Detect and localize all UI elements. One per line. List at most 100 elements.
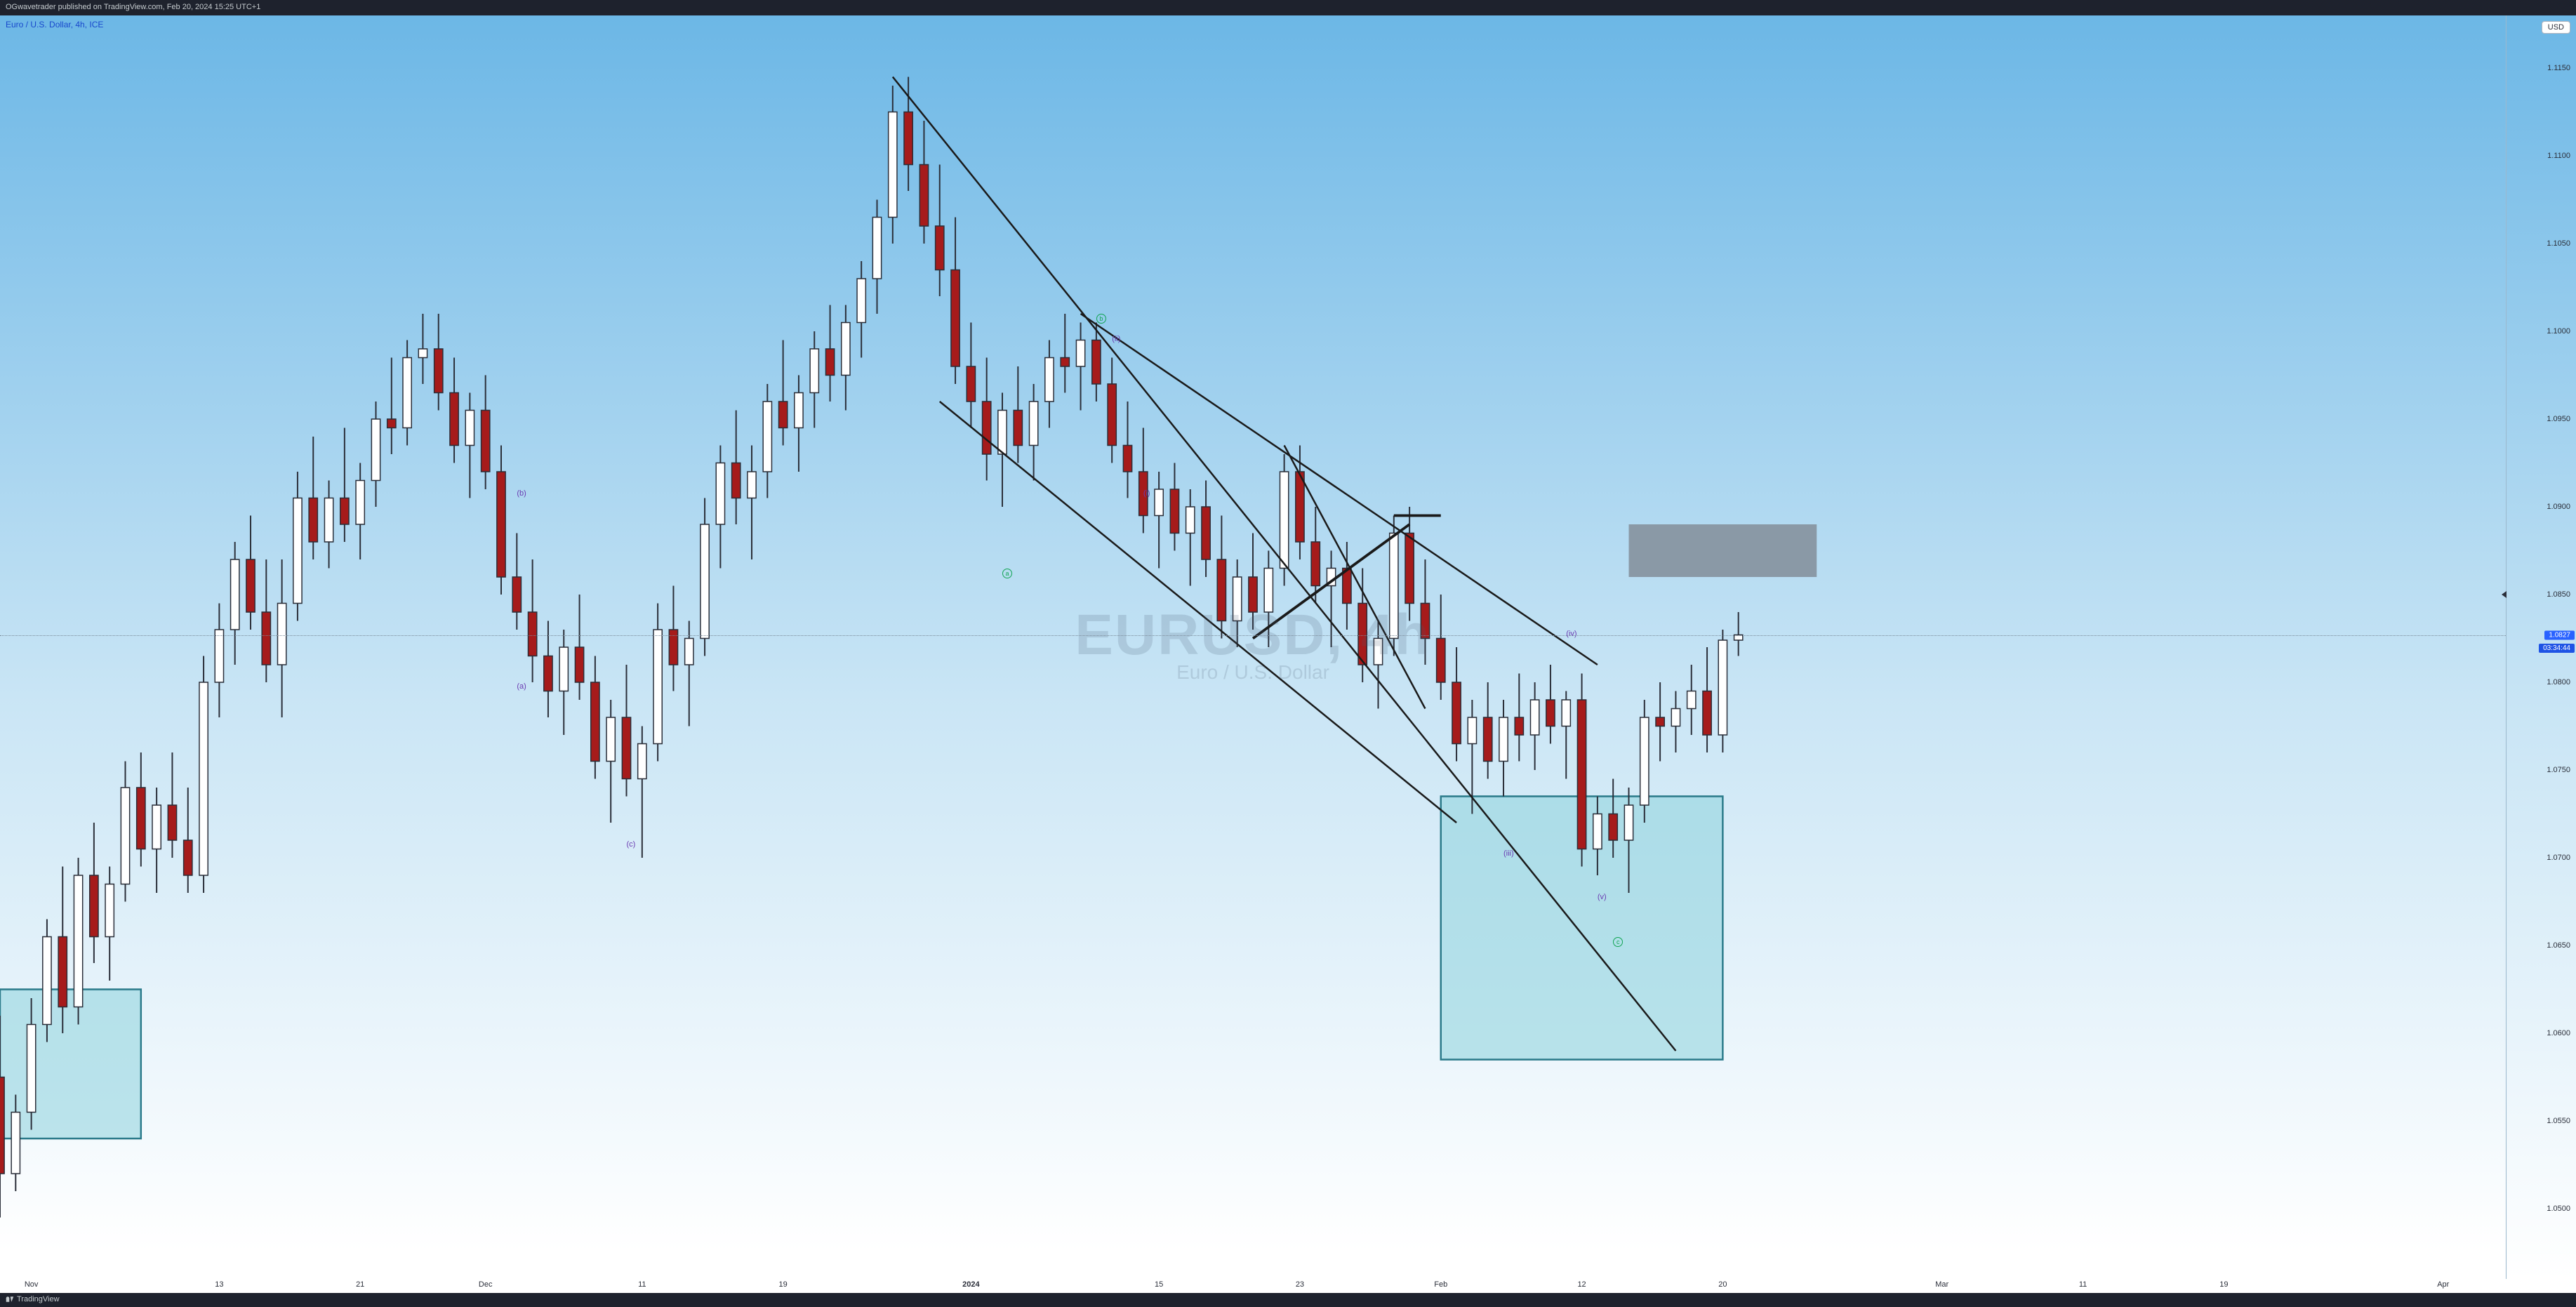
candle bbox=[1186, 507, 1195, 533]
candle bbox=[591, 682, 599, 762]
y-tick: 1.0700 bbox=[2547, 854, 2570, 862]
candle bbox=[1593, 814, 1602, 849]
candle bbox=[309, 498, 317, 542]
x-tick: 2024 bbox=[962, 1280, 979, 1289]
y-tick: 1.0750 bbox=[2547, 766, 2570, 774]
candle bbox=[1577, 700, 1586, 849]
symbol-info[interactable]: Euro / U.S. Dollar, 4h, ICE bbox=[6, 20, 103, 29]
candle bbox=[1061, 358, 1069, 367]
candle bbox=[951, 270, 960, 367]
candle bbox=[90, 875, 98, 937]
candle bbox=[215, 630, 223, 682]
wave-label[interactable]: (iv) bbox=[1566, 630, 1576, 638]
candle bbox=[1656, 717, 1664, 726]
wave-label[interactable]: (b) bbox=[517, 489, 526, 498]
currency-badge[interactable]: USD bbox=[2542, 21, 2570, 34]
candle bbox=[482, 411, 490, 472]
x-axis[interactable]: Nov1321Dec111920241523Feb1220Mar1119Apr bbox=[0, 1279, 2506, 1293]
candle bbox=[1155, 489, 1163, 516]
footer-bar: TradingView bbox=[0, 1293, 2576, 1307]
wave-label[interactable]: (a) bbox=[517, 682, 526, 691]
y-tick: 1.1100 bbox=[2547, 152, 2570, 160]
candle bbox=[1718, 640, 1727, 735]
candle bbox=[293, 498, 302, 603]
candle bbox=[1405, 533, 1414, 604]
symbol-interval: 4h bbox=[75, 20, 84, 29]
candle bbox=[371, 419, 380, 481]
candle bbox=[732, 463, 741, 498]
x-tick: 15 bbox=[1155, 1280, 1163, 1289]
footer-brand: TradingView bbox=[17, 1295, 60, 1303]
candle bbox=[1452, 682, 1461, 744]
y-tick: 1.0950 bbox=[2547, 415, 2570, 423]
candle bbox=[1499, 717, 1508, 761]
candle bbox=[497, 472, 505, 577]
candle bbox=[1640, 717, 1649, 805]
wave-label[interactable]: b bbox=[1096, 314, 1106, 324]
candle bbox=[277, 604, 286, 665]
candle bbox=[1437, 639, 1445, 682]
candle bbox=[512, 577, 521, 612]
candle bbox=[1202, 507, 1210, 559]
candle bbox=[11, 1113, 20, 1174]
trendline[interactable] bbox=[1284, 446, 1426, 709]
candles-svg bbox=[0, 15, 2506, 1279]
candle bbox=[1484, 717, 1492, 761]
candle bbox=[1687, 691, 1696, 709]
chart-container: OGwavetrader published on TradingView.co… bbox=[0, 0, 2576, 1307]
candle bbox=[1108, 384, 1116, 446]
y-tick: 1.1150 bbox=[2547, 64, 2570, 72]
y-tick: 1.1000 bbox=[2547, 327, 2570, 336]
wave-label[interactable]: c bbox=[1613, 937, 1623, 947]
candle bbox=[1390, 533, 1398, 639]
x-tick: Feb bbox=[1434, 1280, 1447, 1289]
candle bbox=[356, 481, 364, 524]
candle bbox=[919, 165, 928, 227]
chart-area[interactable]: Euro / U.S. Dollar, 4h, ICE EURUSD, 4h E… bbox=[0, 15, 2506, 1279]
y-tick: 1.0800 bbox=[2547, 678, 2570, 686]
candle bbox=[340, 498, 349, 524]
y-axis[interactable]: USD 1.05001.05501.06001.06501.07001.0750… bbox=[2506, 15, 2576, 1279]
candle bbox=[544, 656, 552, 691]
candle bbox=[606, 717, 615, 761]
candle bbox=[1014, 411, 1022, 446]
trendline[interactable] bbox=[940, 402, 1456, 823]
y-tick: 1.0900 bbox=[2547, 503, 2570, 511]
publish-text: OGwavetrader published on TradingView.co… bbox=[6, 3, 260, 11]
wave-label[interactable]: (iii) bbox=[1503, 849, 1514, 858]
wave-label[interactable]: (ii) bbox=[1112, 335, 1120, 343]
candle bbox=[872, 218, 881, 279]
candle bbox=[778, 402, 787, 428]
candle bbox=[1170, 489, 1179, 533]
candle bbox=[701, 524, 709, 639]
candle bbox=[1609, 814, 1617, 841]
x-tick: Dec bbox=[479, 1280, 493, 1289]
x-tick: 13 bbox=[215, 1280, 223, 1289]
candle bbox=[27, 1025, 35, 1113]
candle bbox=[450, 393, 458, 446]
y-tick: 1.0650 bbox=[2547, 941, 2570, 950]
wave-label[interactable]: (v) bbox=[1598, 893, 1607, 901]
candle bbox=[1624, 805, 1633, 840]
tradingview-logo[interactable]: TradingView bbox=[6, 1295, 60, 1303]
candle bbox=[324, 498, 333, 542]
x-tick: 11 bbox=[2079, 1280, 2087, 1289]
candle bbox=[1296, 472, 1304, 542]
wave-label[interactable]: (i) bbox=[1143, 489, 1150, 498]
wave-label[interactable]: a bbox=[1002, 569, 1012, 578]
candle bbox=[842, 323, 850, 376]
candle bbox=[184, 840, 192, 875]
candle bbox=[58, 937, 67, 1007]
publish-bar: OGwavetrader published on TradingView.co… bbox=[0, 0, 2576, 15]
wave-label[interactable]: (c) bbox=[627, 840, 636, 849]
candle bbox=[1515, 717, 1523, 735]
candle bbox=[1311, 542, 1320, 586]
candle bbox=[43, 937, 51, 1025]
trendline[interactable] bbox=[893, 77, 1676, 1051]
candle bbox=[716, 463, 724, 525]
candle bbox=[1468, 717, 1476, 743]
price-arrow-icon bbox=[2502, 591, 2507, 598]
candle bbox=[748, 472, 756, 498]
candle bbox=[763, 402, 771, 472]
candle bbox=[387, 419, 396, 428]
